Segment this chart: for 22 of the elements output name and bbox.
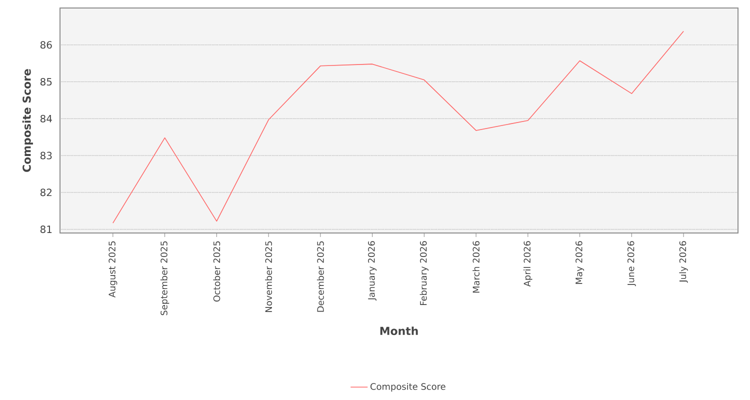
x-tick-label: June 2026: [627, 241, 636, 286]
x-tick-label: March 2026: [472, 241, 480, 293]
y-tick-label: 86: [40, 41, 52, 49]
y-tick-label: 82: [40, 188, 52, 196]
x-tick-label: April 2026: [524, 241, 532, 287]
line-series: [112, 30, 684, 224]
x-tick-label: September 2025: [160, 241, 170, 316]
y-tick-label: 85: [40, 78, 52, 86]
x-tick-label: January 2026: [368, 241, 377, 301]
x-tick-label: July 2026: [679, 241, 688, 283]
y-tick-label: 81: [40, 226, 52, 234]
x-axis-title: Month: [380, 326, 418, 336]
x-tick-label: May 2026: [576, 241, 584, 284]
y-tick-label: 83: [40, 152, 52, 160]
legend-label: Composite Score: [370, 382, 446, 392]
x-tick-label: November 2025: [265, 241, 272, 312]
y-axis-title: Composite Score: [22, 69, 33, 172]
x-tick-label: December 2025: [316, 241, 324, 312]
x-tick-label: February 2026: [420, 241, 428, 306]
x-tick-label: August 2025: [108, 241, 118, 298]
y-tick-label: 84: [40, 114, 52, 122]
x-tick-label: October 2025: [213, 241, 220, 302]
